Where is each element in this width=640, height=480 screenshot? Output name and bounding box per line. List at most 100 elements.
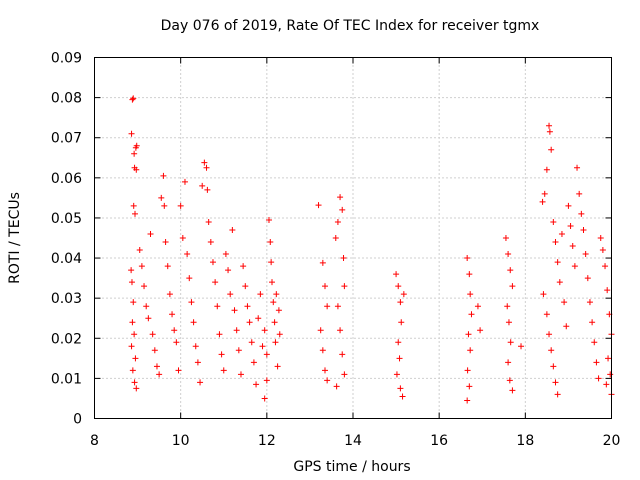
data-point: [276, 331, 283, 338]
data-point: [477, 327, 484, 334]
data-point: [518, 343, 525, 350]
data-point: [171, 327, 178, 334]
data-point: [334, 218, 341, 225]
data-point: [546, 122, 553, 129]
data-point: [209, 259, 216, 266]
x-axis-title: GPS time / hours: [293, 459, 410, 475]
data-point: [212, 279, 219, 286]
y-axis-title: ROTI / TECUs: [7, 192, 23, 284]
y-tick-label: 0: [73, 412, 82, 428]
data-point: [567, 222, 574, 229]
data-point: [263, 377, 270, 384]
data-point: [229, 226, 236, 233]
data-point: [133, 142, 140, 149]
data-point: [593, 359, 600, 366]
data-point: [337, 194, 344, 201]
data-point: [554, 259, 561, 266]
data-point: [597, 235, 604, 241]
data-point: [242, 283, 249, 290]
y-tick-label: 0.03: [51, 291, 82, 307]
data-point: [595, 375, 602, 382]
data-point: [133, 385, 140, 392]
data-point: [548, 146, 555, 153]
data-point: [181, 178, 188, 185]
y-tick-label: 0.09: [51, 51, 82, 67]
data-point: [227, 291, 234, 298]
data-point: [337, 327, 344, 334]
data-point: [607, 371, 614, 378]
data-point: [505, 319, 512, 326]
data-point: [131, 379, 138, 386]
data-point: [145, 315, 152, 322]
data-point: [160, 172, 167, 179]
data-point: [317, 327, 324, 334]
x-tick-label: 10: [172, 433, 190, 449]
data-point: [333, 383, 340, 390]
data-point: [156, 371, 163, 378]
data-point: [399, 393, 406, 400]
data-point: [467, 347, 474, 354]
chart-title: Day 076 of 2019, Rate Of TEC Index for r…: [161, 18, 540, 34]
data-point: [393, 371, 400, 378]
data-point: [263, 351, 270, 358]
data-point: [270, 299, 277, 306]
x-tick-label: 8: [90, 433, 99, 449]
data-point: [395, 339, 402, 346]
data-point: [143, 303, 150, 310]
data-point: [128, 267, 135, 274]
data-point: [267, 239, 274, 246]
data-point: [556, 279, 563, 286]
data-point: [599, 247, 606, 254]
data-point: [464, 397, 471, 404]
data-point: [507, 267, 514, 274]
x-tick-labels: 8 10 12 14 16 18 20: [90, 433, 620, 449]
x-tick-label: 20: [603, 433, 621, 449]
data-point: [546, 128, 553, 135]
data-point: [543, 166, 550, 173]
data-point: [201, 159, 208, 166]
data-point: [175, 367, 182, 374]
data-point: [334, 303, 341, 310]
data-point: [324, 377, 331, 384]
data-point: [194, 359, 201, 366]
data-point: [605, 355, 612, 362]
data-point: [275, 307, 282, 314]
data-point: [465, 331, 472, 338]
data-point: [332, 235, 339, 241]
data-point: [576, 190, 583, 197]
data-point: [141, 283, 148, 290]
grid: [94, 57, 612, 419]
data-point: [192, 343, 199, 350]
data-point: [550, 218, 557, 225]
data-point: [153, 363, 160, 370]
data-point: [474, 303, 481, 310]
data-point: [186, 275, 193, 282]
data-point: [589, 319, 596, 326]
data-point: [340, 255, 347, 262]
data-point: [271, 319, 278, 326]
data-point: [464, 367, 471, 374]
data-point: [131, 210, 138, 217]
y-tick-labels: 0 0.01 0.02 0.03 0.04 0.05 0.06 0.07 0.08 0.09: [51, 51, 82, 428]
data-point: [164, 263, 171, 270]
data-point: [395, 283, 402, 290]
data-point: [147, 230, 154, 237]
data-point: [574, 164, 581, 171]
y-tick-label: 0.02: [51, 331, 82, 347]
data-point: [315, 202, 322, 209]
data-point: [341, 371, 348, 378]
data-point: [580, 226, 587, 233]
data-point: [130, 299, 137, 306]
data-point: [133, 166, 140, 173]
data-point: [539, 198, 546, 205]
data-point: [339, 206, 346, 213]
data-point: [507, 339, 514, 346]
data-point: [128, 279, 135, 286]
data-point: [509, 387, 516, 394]
data-point: [398, 319, 405, 326]
data-point: [131, 331, 138, 338]
y-tick-label: 0.08: [51, 91, 82, 107]
data-point: [505, 251, 512, 258]
data-point: [554, 391, 561, 398]
data-points: [128, 95, 615, 404]
